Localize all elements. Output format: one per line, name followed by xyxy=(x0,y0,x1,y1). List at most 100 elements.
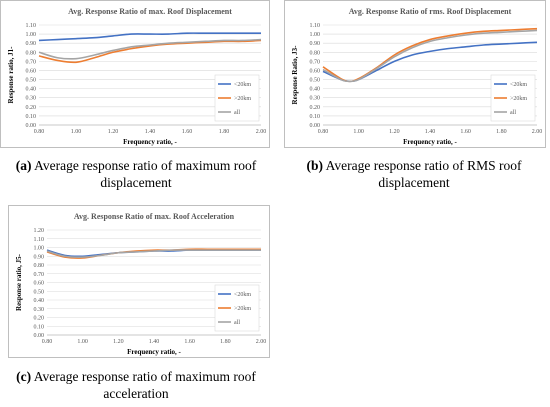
legend-label-2: all xyxy=(510,110,516,116)
x-tick-label: 0.80 xyxy=(42,339,53,345)
y-tick-label: 1.10 xyxy=(34,237,45,243)
caption-b: (b) Average response ratio of RMS roof d… xyxy=(278,157,550,191)
chart-title: Avg. Response Ratio of rms. Roof Displac… xyxy=(349,7,512,16)
y-tick-label: 0.80 xyxy=(310,50,321,56)
caption-b-tag: (b) xyxy=(306,158,324,173)
series-line-1 xyxy=(38,39,262,64)
y-tick-label: 0.40 xyxy=(26,87,37,93)
caption-c: (c) Average response ratio of maximum ro… xyxy=(0,368,272,402)
y-tick-label: 0.00 xyxy=(34,333,45,339)
x-tick-label: 1.40 xyxy=(145,129,156,135)
chart-a-svg: Avg. Response Ratio of max. Roof Displac… xyxy=(7,7,267,146)
chart-title: Avg. Response Ratio of max. Roof Acceler… xyxy=(74,212,235,221)
y-tick-label: 0.50 xyxy=(26,78,37,84)
y-tick-label: 0.20 xyxy=(34,316,45,322)
y-axis-label: Response ratio, J5- xyxy=(15,253,23,311)
chart-c-svg: Avg. Response Ratio of max. Roof Acceler… xyxy=(15,212,267,356)
x-axis-label: Frequency ratio, - xyxy=(123,138,177,146)
x-tick-label: 1.00 xyxy=(77,339,88,345)
x-axis-label: Frequency ratio, - xyxy=(127,348,181,356)
y-tick-label: 0.40 xyxy=(34,298,45,304)
y-tick-label: 1.10 xyxy=(310,23,321,29)
y-tick-label: 1.00 xyxy=(26,32,37,38)
y-tick-label: 1.00 xyxy=(34,246,45,252)
x-tick-label: 1.20 xyxy=(389,129,400,135)
x-tick-label: 1.80 xyxy=(496,129,507,135)
y-tick-label: 0.80 xyxy=(34,263,45,269)
chart-a: Avg. Response Ratio of max. Roof Displac… xyxy=(0,0,270,148)
y-tick-label: 1.10 xyxy=(26,23,37,29)
x-tick-label: 1.40 xyxy=(149,339,160,345)
x-tick-label: 2.00 xyxy=(532,129,543,135)
y-tick-label: 0.10 xyxy=(34,324,45,330)
y-tick-label: 0.60 xyxy=(34,281,45,287)
caption-b-text: Average response ratio of RMS roof displ… xyxy=(323,158,522,190)
x-tick-label: 1.60 xyxy=(182,129,193,135)
caption-c-text: Average response ratio of maximum roof a… xyxy=(31,369,256,401)
caption-a: (a) Average response ratio of maximum ro… xyxy=(0,157,272,191)
panel-a: Avg. Response Ratio of max. Roof Displac… xyxy=(0,0,272,194)
panel-c: Avg. Response Ratio of max. Roof Acceler… xyxy=(0,205,272,407)
series-line-2 xyxy=(38,38,262,60)
x-tick-label: 0.80 xyxy=(318,129,329,135)
y-tick-label: 0.30 xyxy=(310,96,321,102)
caption-a-text: Average response ratio of maximum roof d… xyxy=(31,158,257,190)
y-tick-label: 0.20 xyxy=(310,105,321,111)
y-tick-label: 0.20 xyxy=(26,105,37,111)
x-tick-label: 1.80 xyxy=(219,129,230,135)
x-tick-label: 2.00 xyxy=(256,129,267,135)
y-tick-label: 1.20 xyxy=(34,228,45,234)
x-tick-label: 1.60 xyxy=(460,129,471,135)
y-tick-label: 0.00 xyxy=(310,123,321,129)
y-axis-label: Response Ratio, J3- xyxy=(291,45,299,105)
panel-b: Avg. Response Ratio of rms. Roof Displac… xyxy=(278,0,550,194)
y-tick-label: 1.00 xyxy=(310,32,321,38)
chart-title: Avg. Response Ratio of max. Roof Displac… xyxy=(68,7,232,16)
y-tick-label: 0.90 xyxy=(34,254,45,260)
x-tick-label: 1.00 xyxy=(71,129,82,135)
y-tick-label: 0.10 xyxy=(310,114,321,120)
legend-label-0: <20km xyxy=(234,292,251,298)
legend-label-0: <20km xyxy=(234,82,251,88)
x-tick-label: 0.80 xyxy=(34,129,45,135)
y-tick-label: 0.70 xyxy=(310,59,321,65)
y-tick-label: 0.60 xyxy=(310,68,321,74)
y-tick-label: 0.30 xyxy=(26,96,37,102)
y-tick-label: 0.80 xyxy=(26,50,37,56)
x-tick-label: 1.40 xyxy=(425,129,436,135)
y-axis-label: Response ratio, J1- xyxy=(7,46,15,104)
legend-label-2: all xyxy=(234,110,240,116)
x-tick-label: 1.60 xyxy=(184,339,195,345)
series-line-1 xyxy=(322,27,538,83)
x-tick-label: 1.80 xyxy=(220,339,231,345)
x-tick-label: 1.20 xyxy=(108,129,119,135)
x-tick-label: 1.00 xyxy=(353,129,364,135)
caption-a-tag: (a) xyxy=(15,158,32,173)
y-tick-label: 0.90 xyxy=(26,41,37,47)
series-line-0 xyxy=(38,32,261,42)
y-tick-label: 0.30 xyxy=(34,307,45,313)
x-tick-label: 1.20 xyxy=(113,339,124,345)
series-line-2 xyxy=(46,249,261,258)
y-tick-label: 0.50 xyxy=(310,78,321,84)
x-axis-label: Frequency ratio, - xyxy=(403,138,457,146)
legend-label-1: >20km xyxy=(234,306,251,312)
y-tick-label: 0.10 xyxy=(26,114,37,120)
chart-c: Avg. Response Ratio of max. Roof Acceler… xyxy=(8,205,270,358)
legend-label-2: all xyxy=(234,320,240,326)
legend-label-0: <20km xyxy=(510,82,527,88)
chart-b: Avg. Response Ratio of rms. Roof Displac… xyxy=(284,0,546,148)
series-line-2 xyxy=(322,29,538,83)
y-tick-label: 0.40 xyxy=(310,87,321,93)
y-tick-label: 0.50 xyxy=(34,289,45,295)
caption-c-tag: (c) xyxy=(16,369,32,384)
legend-label-1: >20km xyxy=(510,96,527,102)
y-tick-label: 0.60 xyxy=(26,68,37,74)
series-line-1 xyxy=(46,248,261,259)
y-tick-label: 0.70 xyxy=(34,272,45,278)
chart-b-svg: Avg. Response Ratio of rms. Roof Displac… xyxy=(291,7,543,146)
y-tick-label: 0.90 xyxy=(310,41,321,47)
legend-label-1: >20km xyxy=(234,96,251,102)
legend-box xyxy=(214,284,260,332)
x-tick-label: 2.00 xyxy=(256,339,267,345)
